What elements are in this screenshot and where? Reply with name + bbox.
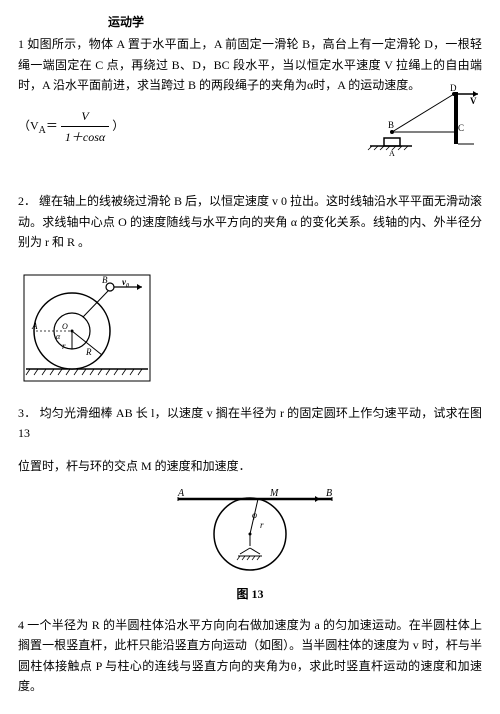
formula-fraction: V 1＋cosα [61, 106, 109, 148]
problem-2-text: 2． 缠在轴上的线被绕过滑轮 B 后，以恒定速度 v 0 拉出。这时线轴沿水平平… [18, 191, 482, 252]
label-O: O [62, 322, 68, 331]
pulley-diagram: D V B C A [362, 84, 482, 159]
rod-ring-diagram: A M B φ r [160, 486, 340, 576]
page-title: 运动学 [108, 12, 482, 32]
formula-eq: ＝ [46, 118, 58, 132]
label-v0: v₀ [122, 277, 129, 287]
formula-sub: A [39, 125, 46, 136]
formula-den: 1＋cosα [61, 127, 109, 147]
problem-1-figure: D V B C A [362, 84, 482, 165]
problem-4-text: 4 一个半径为 R 的半圆柱体沿水平方向向右做加速度为 a 的匀加速运动。在半圆… [18, 615, 482, 697]
label-D: D [450, 84, 457, 93]
problem-2-figure: B v₀ A O α r R [22, 273, 152, 389]
label-A: A [177, 488, 185, 499]
label-M: M [269, 488, 279, 499]
label-B: B [388, 120, 394, 130]
problem-3-text1: 3． 均匀光滑细棒 AB 长 l，以速度 v 搁在半径为 r 的固定圆环上作匀速… [18, 403, 482, 444]
label-r: r [62, 341, 66, 351]
label-phi: φ [252, 510, 257, 520]
spool-diagram: B v₀ A O α r R [22, 273, 152, 383]
label-A: A [31, 321, 38, 331]
problem-3-text2: 位置时，杆与环的交点 M 的速度和加速度． [18, 456, 482, 476]
label-C: C [458, 123, 464, 133]
label-B: B [102, 275, 108, 285]
formula-num: V [61, 106, 109, 127]
problem-3: 3． 均匀光滑细棒 AB 长 l，以速度 v 搁在半径为 r 的固定圆环上作匀速… [18, 403, 482, 476]
label-A: A [389, 149, 395, 158]
label-B: B [326, 488, 332, 499]
problem-3-caption: 图 13 [18, 584, 482, 604]
formula-lparen: （V [18, 118, 39, 132]
label-r: r [260, 520, 264, 530]
problem-1: 1 如图所示，物体 A 置于水平面上，A 前固定一滑轮 B，高台上有一定滑轮 D… [18, 34, 482, 151]
label-R: R [85, 347, 92, 357]
label-V: V [470, 96, 477, 106]
problem-3-figure: A M B φ r 图 13 [18, 486, 482, 605]
formula-rparen: ） [112, 118, 124, 132]
problem-1-formula: （VA＝ V 1＋cosα ） [18, 106, 124, 148]
